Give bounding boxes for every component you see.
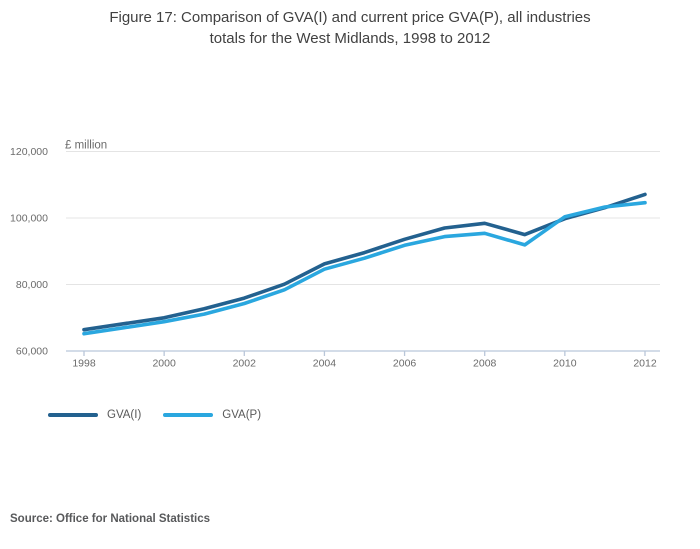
source-attribution: Source: Office for National Statistics xyxy=(10,513,211,525)
y-tick-label: 100,000 xyxy=(10,213,48,225)
legend-label-gvap: GVA(P) xyxy=(222,409,262,421)
x-tick-label: 2002 xyxy=(233,358,257,370)
gvai-line-swatch-icon xyxy=(48,413,98,417)
line-chart: 60,000 80,000 100,000 120,000 £ million 1998 2… xyxy=(10,140,660,370)
legend-item-gvai: GVA(I) xyxy=(48,409,141,421)
series-line-gvai xyxy=(82,192,647,332)
x-tick-label: 2008 xyxy=(473,358,497,370)
x-tick-label: 2006 xyxy=(393,358,417,370)
y-tick-label: 80,000 xyxy=(16,279,48,291)
x-tick-label: 2000 xyxy=(152,358,176,370)
gvap-line-swatch-icon xyxy=(163,413,214,417)
y-axis-unit-label: £ million xyxy=(65,140,107,152)
x-tick-label: 2012 xyxy=(633,358,657,370)
x-tick-label: 2010 xyxy=(553,358,577,370)
chart-title: Figure 17: Comparison of GVA(I) and curr… xyxy=(109,9,591,47)
series-line-gvap xyxy=(82,200,647,336)
x-tick-label: 1998 xyxy=(72,358,96,370)
x-tick-label: 2004 xyxy=(313,358,337,370)
y-tick-label: 120,000 xyxy=(10,146,48,158)
y-tick-label: 60,000 xyxy=(16,346,48,358)
legend-label-gvai: GVA(I) xyxy=(107,409,142,421)
legend-item-gvap: GVA(P) xyxy=(163,409,261,421)
chart-legend: GVA(I) GVA(P) xyxy=(48,409,261,421)
